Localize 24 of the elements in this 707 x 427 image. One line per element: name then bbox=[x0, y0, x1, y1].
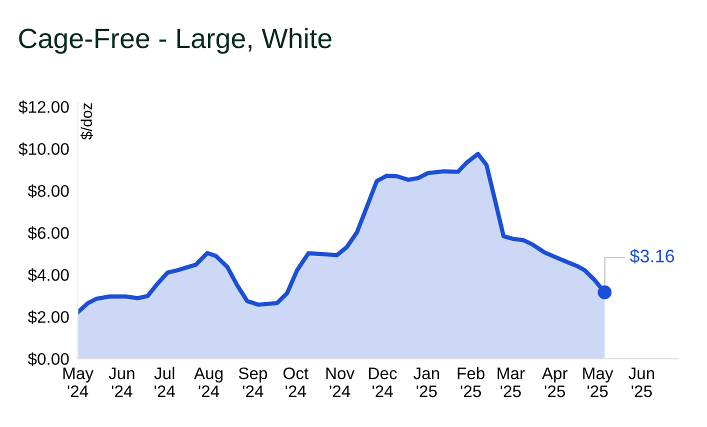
x-tick-label: Jan '25 bbox=[413, 368, 440, 398]
x-tick-label: Sep '24 bbox=[238, 367, 268, 398]
annotation: $3.16 bbox=[630, 248, 674, 264]
x-tick-label: Jun '24 bbox=[108, 368, 134, 398]
y-tick-label: $4.00 bbox=[28, 268, 69, 282]
y-tick-label: $6.00 bbox=[28, 226, 69, 240]
x-tick-label: Nov '24 bbox=[326, 368, 355, 398]
y-tick-label: $0.00 bbox=[28, 352, 69, 366]
x-tick-label: Mar '25 bbox=[498, 368, 525, 398]
y-tick-label: $8.00 bbox=[28, 184, 69, 198]
x-tick-label: Aug '24 bbox=[194, 368, 223, 398]
x-tick-label: Oct '24 bbox=[283, 367, 308, 398]
x-tick-label: Apr '25 bbox=[542, 368, 568, 398]
x-tick-label: May '25 bbox=[583, 368, 614, 398]
x-tick-label: Jul '24 bbox=[154, 367, 176, 398]
chart-title: Cage-Free - Large, White bbox=[19, 28, 332, 54]
y-axis-title: $/doz bbox=[80, 103, 93, 140]
y-tick-label: $10.00 bbox=[18, 142, 69, 156]
x-tick-label: Feb '25 bbox=[458, 367, 484, 398]
y-tick-label: $12.00 bbox=[18, 100, 69, 114]
x-tick-label: Jun '25 bbox=[628, 368, 654, 398]
x-tick-label: Dec '24 bbox=[369, 368, 397, 398]
x-tick-label: May '24 bbox=[63, 368, 94, 398]
y-tick-label: $2.00 bbox=[28, 310, 69, 324]
